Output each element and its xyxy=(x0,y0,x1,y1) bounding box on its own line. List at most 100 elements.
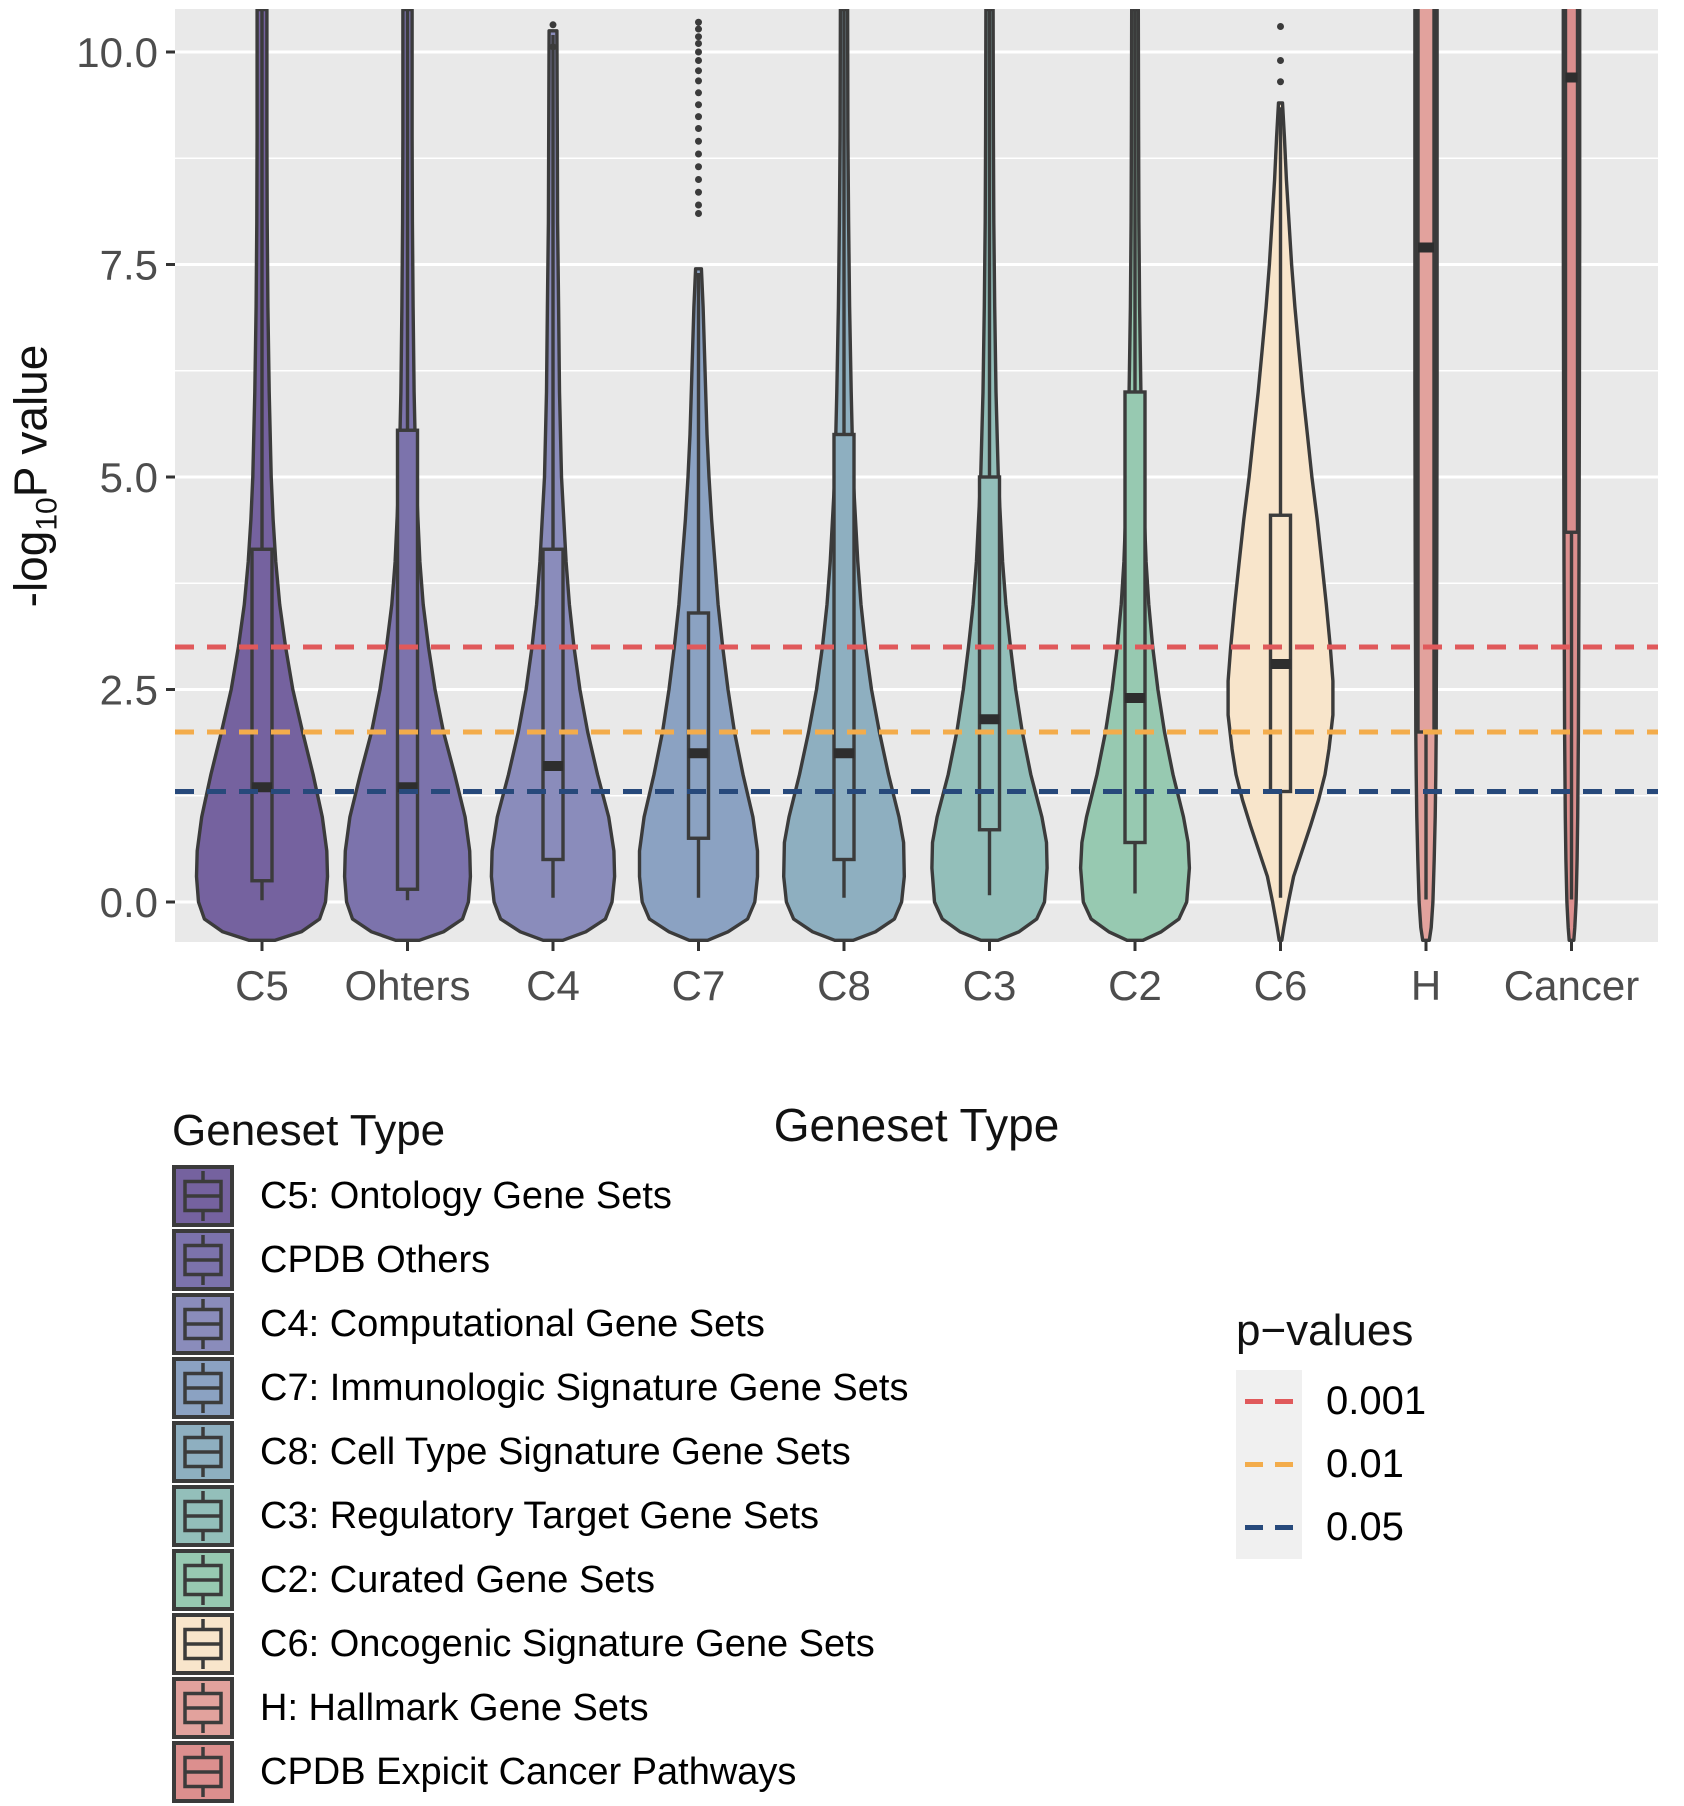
y-tick-label: 7.5 xyxy=(100,242,158,289)
plot-canvas: 10.0 7.5 5.0 2.5 0.0 C5 Ohters C4 C7 C8 C3 C2 C6 H Can… xyxy=(76,9,1658,1009)
median-C2 xyxy=(1125,693,1145,703)
box-Ohters xyxy=(395,428,420,891)
legend-item-label: C5: Ontology Gene Sets xyxy=(260,1174,672,1217)
outlier-point xyxy=(695,67,702,75)
outlier-point xyxy=(695,77,702,85)
y-title-prefix: -log xyxy=(4,530,57,608)
outlier-point xyxy=(695,188,702,196)
outlier-point xyxy=(695,48,702,56)
pvalue-legend-label: 0.01 xyxy=(1326,1442,1404,1486)
legend-item: C4: Computational Gene Sets xyxy=(172,1292,908,1356)
legend-item-label: CPDB Others xyxy=(260,1238,491,1281)
box-H xyxy=(1416,9,1436,734)
y-tick-label: 0.0 xyxy=(100,879,158,926)
violins-layer xyxy=(194,9,1582,942)
outlier-point xyxy=(695,113,702,121)
legend-item-label: CPDB Expicit Cancer Pathways xyxy=(260,1750,797,1793)
outlier-point xyxy=(695,210,702,217)
median-C3 xyxy=(979,714,1000,725)
outlier-point xyxy=(695,33,702,41)
legend-item-label: C3: Regulatory Target Gene Sets xyxy=(260,1494,820,1537)
legend-item: C6: Oncogenic Signature Gene Sets xyxy=(172,1612,908,1676)
outlier-point xyxy=(549,21,557,29)
box-C5 xyxy=(250,547,274,883)
x-tick-label: C4 xyxy=(526,962,580,1009)
y-axis-title: -log10P value xyxy=(3,345,64,608)
median-H xyxy=(1418,242,1434,253)
boxplot-swatch-icon xyxy=(172,1165,234,1227)
outlier-point xyxy=(549,43,557,51)
legend-item-label: H: Hallmark Gene Sets xyxy=(260,1686,649,1729)
legend-item-label: C8: Cell Type Signature Gene Sets xyxy=(260,1430,851,1473)
outlier-point xyxy=(695,125,702,132)
pvalue-legend-item: 0.01 xyxy=(1236,1433,1426,1496)
legend-item: C7: Immunologic Signature Gene Sets xyxy=(172,1356,908,1420)
legend-item: H: Hallmark Gene Sets xyxy=(172,1676,908,1740)
median-C5 xyxy=(252,782,272,793)
boxplot-swatch-icon xyxy=(172,1677,234,1739)
y-tick-label: 2.5 xyxy=(100,667,158,714)
legend-item-label: C2: Curated Gene Sets xyxy=(260,1558,655,1601)
legend-item: CPDB Others xyxy=(172,1228,908,1292)
outlier-point xyxy=(695,101,702,109)
legend-item-label: C4: Computational Gene Sets xyxy=(260,1302,765,1345)
y-tick-label: 10.0 xyxy=(76,29,158,76)
boxplot-swatch-icon xyxy=(172,1613,234,1675)
y-tick-label: 5.0 xyxy=(100,454,158,501)
geneset-legend-title: Geneset Type xyxy=(172,1106,446,1155)
pvalue-legend-label: 0.001 xyxy=(1326,1379,1427,1423)
x-tick-label: C2 xyxy=(1108,962,1162,1009)
x-tick-label: C7 xyxy=(672,962,726,1009)
legend-item: C2: Curated Gene Sets xyxy=(172,1548,908,1612)
boxplot-swatch-icon xyxy=(172,1421,234,1483)
pvalue-legend-item: 0.001 xyxy=(1236,1370,1426,1433)
boxplot-swatch-icon xyxy=(172,1229,234,1291)
dashed-line-icon xyxy=(1236,1433,1302,1496)
boxplot-swatch-icon xyxy=(172,1357,234,1419)
geneset-legend-rows: C5: Ontology Gene Sets CPDB Others C4: Com… xyxy=(172,1164,908,1804)
legend-item: C5: Ontology Gene Sets xyxy=(172,1164,908,1228)
y-title-subscript: 10 xyxy=(30,497,64,531)
box-C7 xyxy=(686,611,711,840)
median-Ohters xyxy=(397,782,418,793)
pvalues-legend-title: p−values xyxy=(1236,1306,1414,1355)
dashed-line-icon xyxy=(1236,1496,1302,1559)
pvalue-legend-item: 0.05 xyxy=(1236,1496,1426,1559)
dashed-line-icon xyxy=(1236,1370,1302,1433)
box-C4 xyxy=(541,547,565,862)
outlier-point xyxy=(695,150,702,158)
legend-item: C8: Cell Type Signature Gene Sets xyxy=(172,1420,908,1484)
outlier-point xyxy=(695,25,702,33)
box-C3 xyxy=(977,475,1002,832)
outlier-point xyxy=(695,18,702,26)
boxplot-swatch-icon xyxy=(172,1485,234,1547)
box-C6 xyxy=(1268,513,1293,794)
outlier-point xyxy=(695,201,702,209)
outlier-point xyxy=(1277,57,1284,64)
legend-item-label: C7: Immunologic Signature Gene Sets xyxy=(260,1366,909,1409)
boxplot-swatch-icon xyxy=(172,1549,234,1611)
outlier-point xyxy=(695,137,702,145)
legend-item-label: C6: Oncogenic Signature Gene Sets xyxy=(260,1622,875,1665)
median-C8 xyxy=(834,748,854,759)
boxplot-swatch-icon xyxy=(172,1741,234,1803)
legend-item: CPDB Expicit Cancer Pathways xyxy=(172,1740,908,1804)
x-tick-label: H xyxy=(1411,962,1441,1009)
outlier-point xyxy=(695,176,702,183)
outlier-point xyxy=(695,40,702,47)
outlier-point xyxy=(695,163,702,171)
x-tick-label: C8 xyxy=(817,962,871,1009)
x-axis-title: Geneset Type xyxy=(773,1099,1060,1151)
boxplot-swatch-icon xyxy=(172,1293,234,1355)
pvalues-legend-rows: 0.001 0.01 0.05 xyxy=(1236,1370,1426,1559)
median-C6 xyxy=(1270,659,1291,669)
x-tick-label: Cancer xyxy=(1504,962,1639,1009)
x-tick-label: C6 xyxy=(1254,962,1308,1009)
box-Cancer xyxy=(1563,9,1580,534)
outlier-point xyxy=(695,89,702,97)
x-tick-label: C5 xyxy=(235,962,289,1009)
pvalues-legend: p−values 0.001 0.01 0.05 xyxy=(1236,1306,1426,1559)
median-C4 xyxy=(543,761,563,771)
geneset-type-legend: Geneset Type C5: Ontology Gene Sets CPDB … xyxy=(172,1106,908,1804)
